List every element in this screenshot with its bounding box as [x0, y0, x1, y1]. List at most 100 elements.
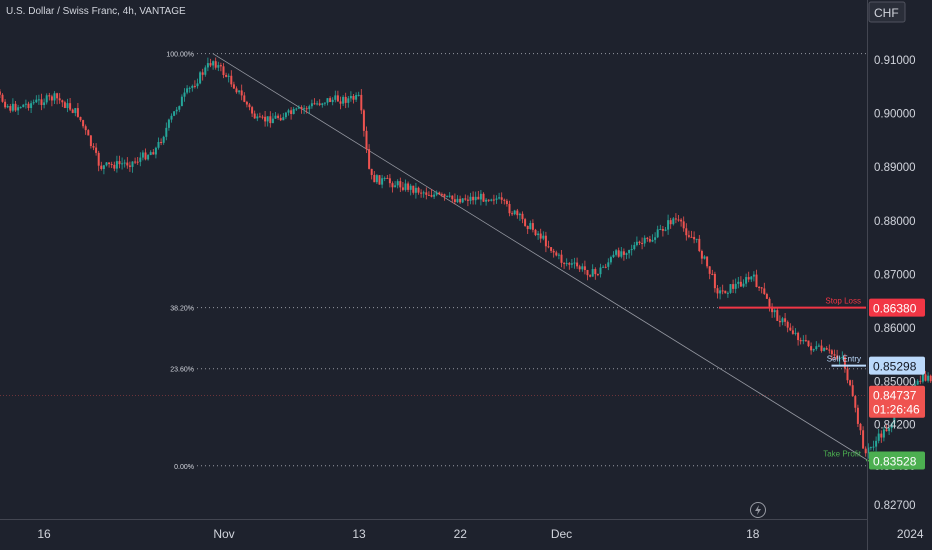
candle-body — [232, 84, 235, 89]
candle-body — [6, 106, 9, 108]
candle-body — [703, 256, 706, 259]
candle-body — [565, 263, 568, 265]
candle-body — [578, 266, 581, 270]
candle-body — [118, 161, 121, 165]
candles — [0, 57, 932, 459]
price-tick-label: 0.88000 — [874, 216, 916, 228]
candle-body — [373, 174, 376, 183]
candle-body — [370, 168, 373, 175]
candle-body — [596, 274, 599, 276]
candle-body — [339, 101, 342, 104]
candle-body — [664, 229, 667, 231]
candle-body — [479, 193, 482, 200]
candle-body — [331, 99, 334, 102]
candle-body — [815, 346, 818, 350]
candle-body — [360, 94, 363, 111]
current-price-label-text: 01:26:46 — [873, 403, 920, 417]
candle-body — [14, 103, 17, 111]
candle-body — [838, 357, 841, 359]
candle-body — [409, 185, 412, 190]
symbol-title: U.S. Dollar / Swiss Franc, 4h, VANTAGE — [6, 6, 186, 17]
candle-body — [71, 109, 74, 113]
trade-level-price-label-bg — [869, 298, 925, 317]
candle-body — [230, 75, 233, 85]
currency-button-label: CHF — [874, 6, 899, 20]
candle-body — [784, 318, 787, 322]
candle-body — [547, 246, 550, 248]
candle-body — [4, 101, 7, 108]
candle-body — [253, 113, 256, 119]
candle-body — [170, 115, 173, 120]
trade-level-price-label-text: 0.86380 — [873, 302, 917, 316]
candle-body — [217, 65, 220, 68]
candle-body — [856, 407, 859, 424]
candle-body — [511, 213, 514, 215]
candle-body — [30, 103, 33, 108]
candle-body — [417, 187, 420, 193]
candle-body — [420, 192, 423, 194]
candle-body — [817, 345, 820, 347]
candle-body — [669, 220, 672, 225]
price-tick-label: 0.82700 — [874, 500, 916, 512]
candle-body — [734, 283, 737, 289]
candle-body — [264, 116, 267, 122]
candle-body — [628, 250, 631, 254]
candle-body — [570, 263, 573, 265]
candle-body — [214, 61, 217, 68]
candle-body — [201, 72, 204, 75]
candle-body — [316, 103, 319, 105]
candle-body — [284, 112, 287, 118]
candle-body — [157, 141, 160, 148]
candle-body — [76, 108, 79, 117]
trade-level-price-label-bg — [869, 356, 925, 375]
candle-body — [256, 116, 259, 119]
candle-body — [362, 110, 365, 131]
candle-body — [604, 266, 607, 268]
candle-body — [219, 65, 222, 67]
candle-body — [599, 267, 602, 275]
candle-body — [451, 195, 454, 200]
candle-body — [755, 274, 758, 287]
time-tick-label: 22 — [454, 527, 468, 541]
candle-body — [308, 106, 311, 110]
candle-body — [227, 75, 230, 77]
candle-body — [422, 192, 425, 194]
candle-body — [435, 192, 438, 195]
candle-body — [651, 239, 654, 242]
candle-body — [539, 233, 542, 239]
candle-body — [222, 66, 225, 75]
candle-body — [477, 196, 480, 200]
candle-body — [492, 199, 495, 201]
candle-body — [204, 67, 207, 75]
candle-body — [386, 177, 389, 179]
candle-body — [828, 349, 831, 351]
candle-body — [516, 210, 519, 216]
candle-body — [568, 263, 571, 265]
candle-body — [872, 446, 875, 448]
price-tick-label: 0.85000 — [874, 377, 916, 389]
currency-button[interactable] — [868, 1, 906, 23]
candle-body — [344, 96, 347, 103]
candle-body — [713, 273, 716, 289]
candle-body — [82, 120, 85, 127]
candle-body — [737, 281, 740, 284]
candle-body — [589, 275, 592, 277]
candle-body — [646, 237, 649, 239]
candle-body — [841, 357, 844, 359]
candle-body — [404, 183, 407, 190]
candle-body — [183, 92, 186, 97]
fib-level-label: 38.20% — [170, 306, 194, 313]
candle-body — [763, 288, 766, 295]
candle-body — [378, 175, 381, 185]
lightning-icon[interactable] — [750, 502, 766, 518]
candle-body — [162, 136, 165, 143]
candle-body — [347, 98, 350, 103]
candle-body — [560, 254, 563, 263]
candle-body — [136, 161, 139, 163]
candle-body — [459, 198, 462, 203]
candle-body — [466, 199, 469, 201]
candle-body — [576, 262, 579, 267]
price-tick-label: 0.87000 — [874, 269, 916, 281]
candle-body — [661, 228, 664, 231]
